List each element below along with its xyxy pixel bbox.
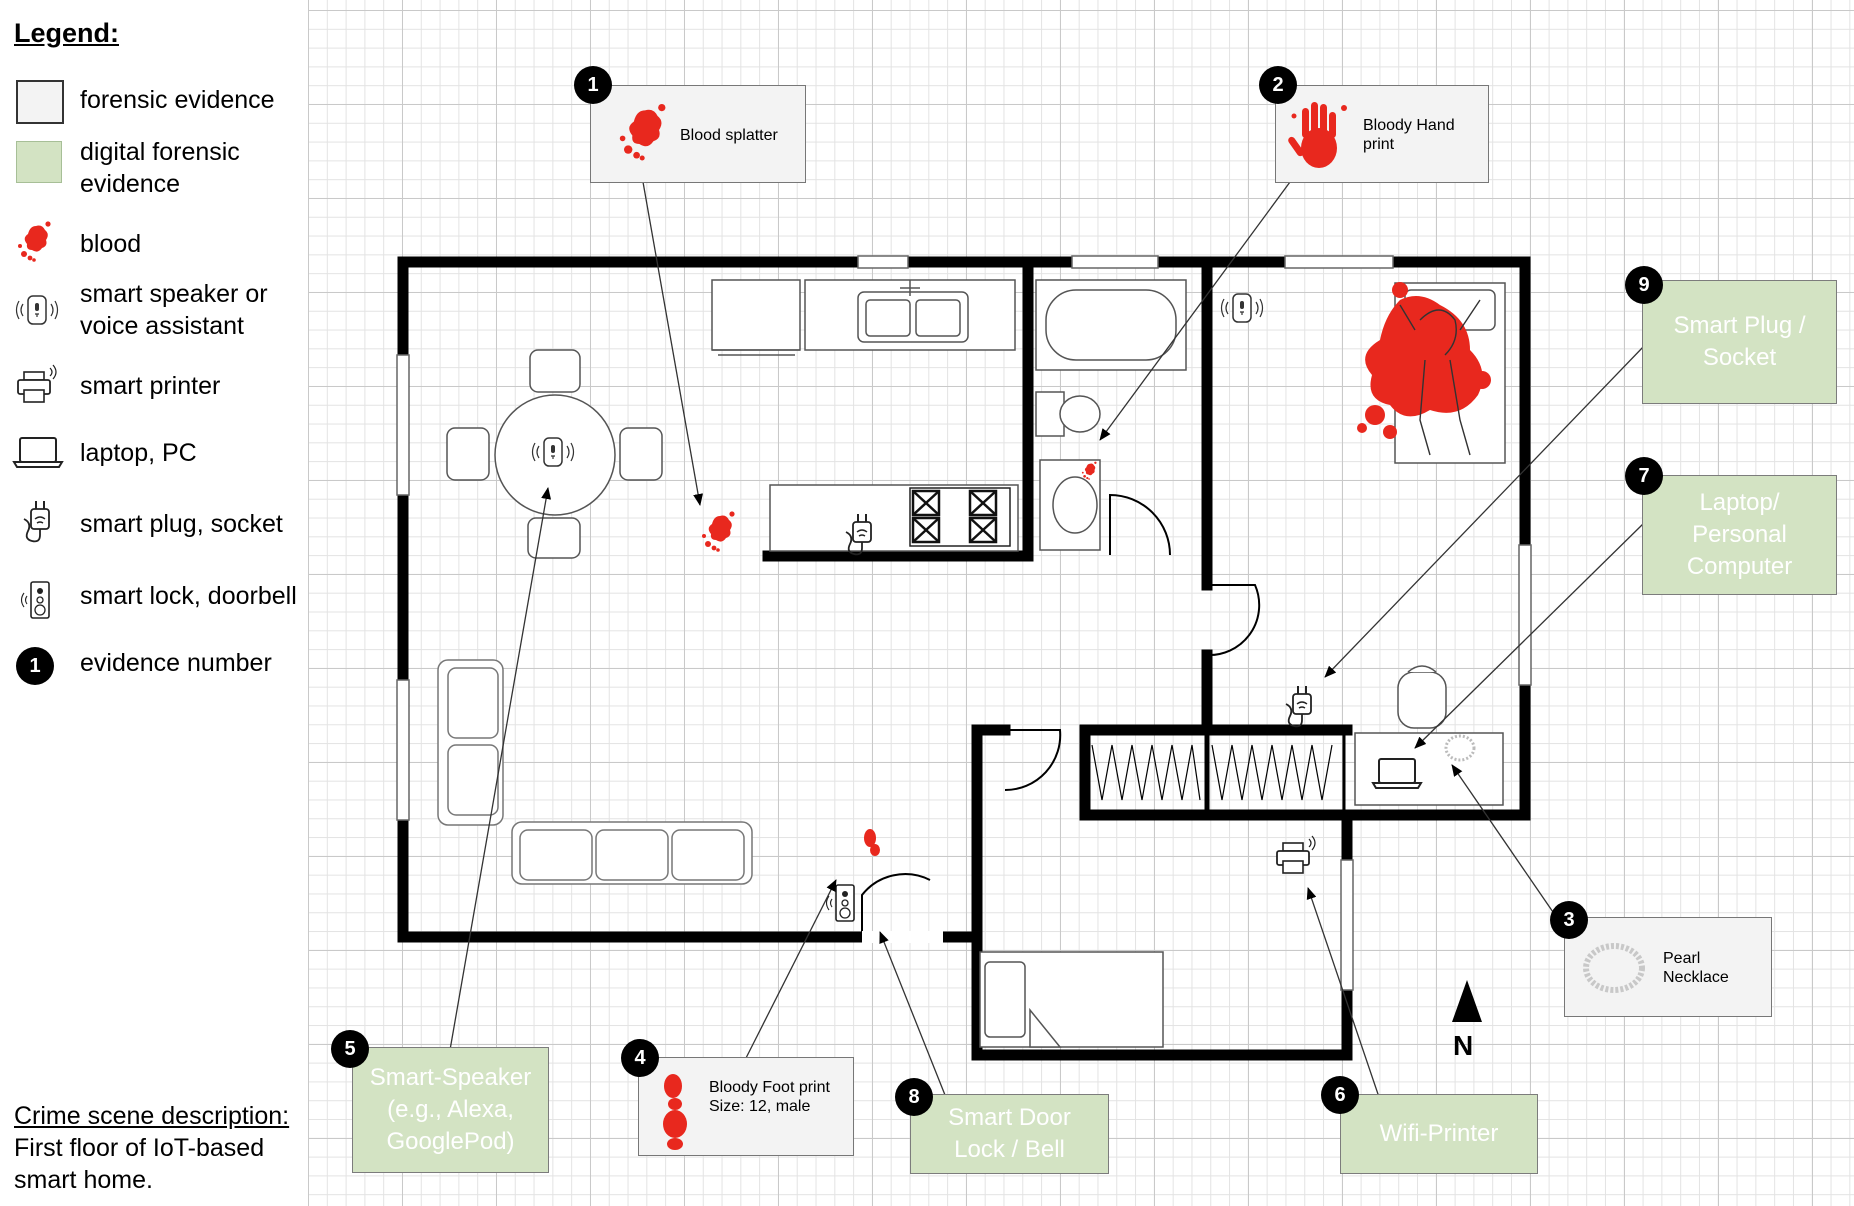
blood-icon — [619, 103, 666, 161]
evidence-badge-9: 9 — [1625, 266, 1663, 304]
evidence-box-7: Laptop/ Personal Computer — [1642, 475, 1837, 595]
evidence-badge-4: 4 — [621, 1039, 659, 1077]
legend-label-plug: smart plug, socket — [80, 510, 283, 538]
legend-label-evidence-number: evidence number — [80, 649, 272, 677]
legend-label-digital: digital forensic evidence — [80, 138, 240, 198]
evidence-label-6: Wifi-Printer — [1379, 1120, 1499, 1147]
evidence-box-1: Blood splatter — [590, 85, 806, 183]
evidence-box-3: Pearl Necklace — [1564, 917, 1772, 1017]
victim-outline — [1399, 299, 1481, 456]
evidence-label-7: Laptop/ Personal Computer — [1686, 489, 1793, 580]
evidence-badge-6: 6 — [1321, 1076, 1359, 1114]
legend-label-lock: smart lock, doorbell — [80, 582, 297, 610]
connector-lines — [449, 181, 1646, 1101]
kitchen — [711, 279, 1019, 552]
doors — [861, 493, 1261, 943]
desk — [1354, 665, 1504, 806]
crime-scene-description: Crime scene description: First floor of … — [14, 1100, 294, 1196]
windows — [396, 255, 1532, 991]
footprints — [864, 829, 880, 856]
evidence-box-2: Bloody Hand print — [1275, 85, 1489, 183]
evidence-badge-8: 8 — [895, 1078, 933, 1116]
footprint-icon — [663, 1074, 687, 1150]
small-bed — [979, 951, 1164, 1048]
green-box-icon — [16, 141, 62, 183]
description-text: First floor of IoT-based smart home. — [14, 1134, 265, 1194]
evidence-badge-1: 1 — [574, 66, 612, 104]
legend-label-forensic: forensic evidence — [80, 86, 275, 114]
evidence-label-1: Blood splatter — [680, 127, 778, 144]
legend-label-blood: blood — [80, 230, 142, 258]
legend-panel: Legend: forensic evidence digital forens… — [0, 0, 306, 1206]
evidence-box-9: Smart Plug / Socket — [1642, 280, 1837, 404]
legend-title: Legend: — [14, 18, 119, 48]
evidence-label-5: Smart-Speaker (e.g., Alexa, GooglePod) — [369, 1064, 532, 1155]
hand-print-icon — [1288, 102, 1347, 168]
victim-blood — [1357, 282, 1491, 439]
sofas — [437, 659, 753, 885]
pearl-necklace-icon — [1583, 943, 1645, 993]
evidence-box-5: Smart-Speaker (e.g., Alexa, GooglePod) — [352, 1047, 549, 1173]
evidence-label-8: Smart Door Lock / Bell — [948, 1104, 1071, 1163]
legend-label-speaker: smart speaker or voice assistant — [80, 280, 268, 340]
evidence-badge-2: 2 — [1259, 66, 1297, 104]
evidence-box-4: Bloody Foot print Size: 12, male — [638, 1057, 854, 1156]
evidence-box-8: Smart Door Lock / Bell — [910, 1094, 1109, 1174]
grey-box-icon — [16, 80, 64, 124]
closets — [1086, 731, 1346, 815]
legend-label-laptop: laptop, PC — [80, 439, 197, 467]
description-heading: Crime scene description: — [14, 1102, 290, 1130]
pearl-necklace — [1444, 734, 1476, 762]
evidence-badge-5: 5 — [331, 1030, 369, 1068]
evidence-label-9: Smart Plug / Socket — [1673, 312, 1806, 371]
evidence-box-6: Wifi-Printer — [1340, 1094, 1538, 1174]
evidence-badge-3: 3 — [1550, 901, 1588, 939]
evidence-label-3: Pearl Necklace — [1663, 950, 1729, 986]
north-arrow — [1452, 980, 1482, 1022]
compass-north-label: N — [1453, 1030, 1474, 1061]
evidence-badge-7: 7 — [1625, 457, 1663, 495]
evidence-label-2: Bloody Hand print — [1363, 117, 1455, 153]
legend-label-printer: smart printer — [80, 372, 221, 400]
evidence-number-icon: 1 — [16, 647, 54, 685]
evidence-label-4: Bloody Foot print Size: 12, male — [709, 1079, 830, 1115]
